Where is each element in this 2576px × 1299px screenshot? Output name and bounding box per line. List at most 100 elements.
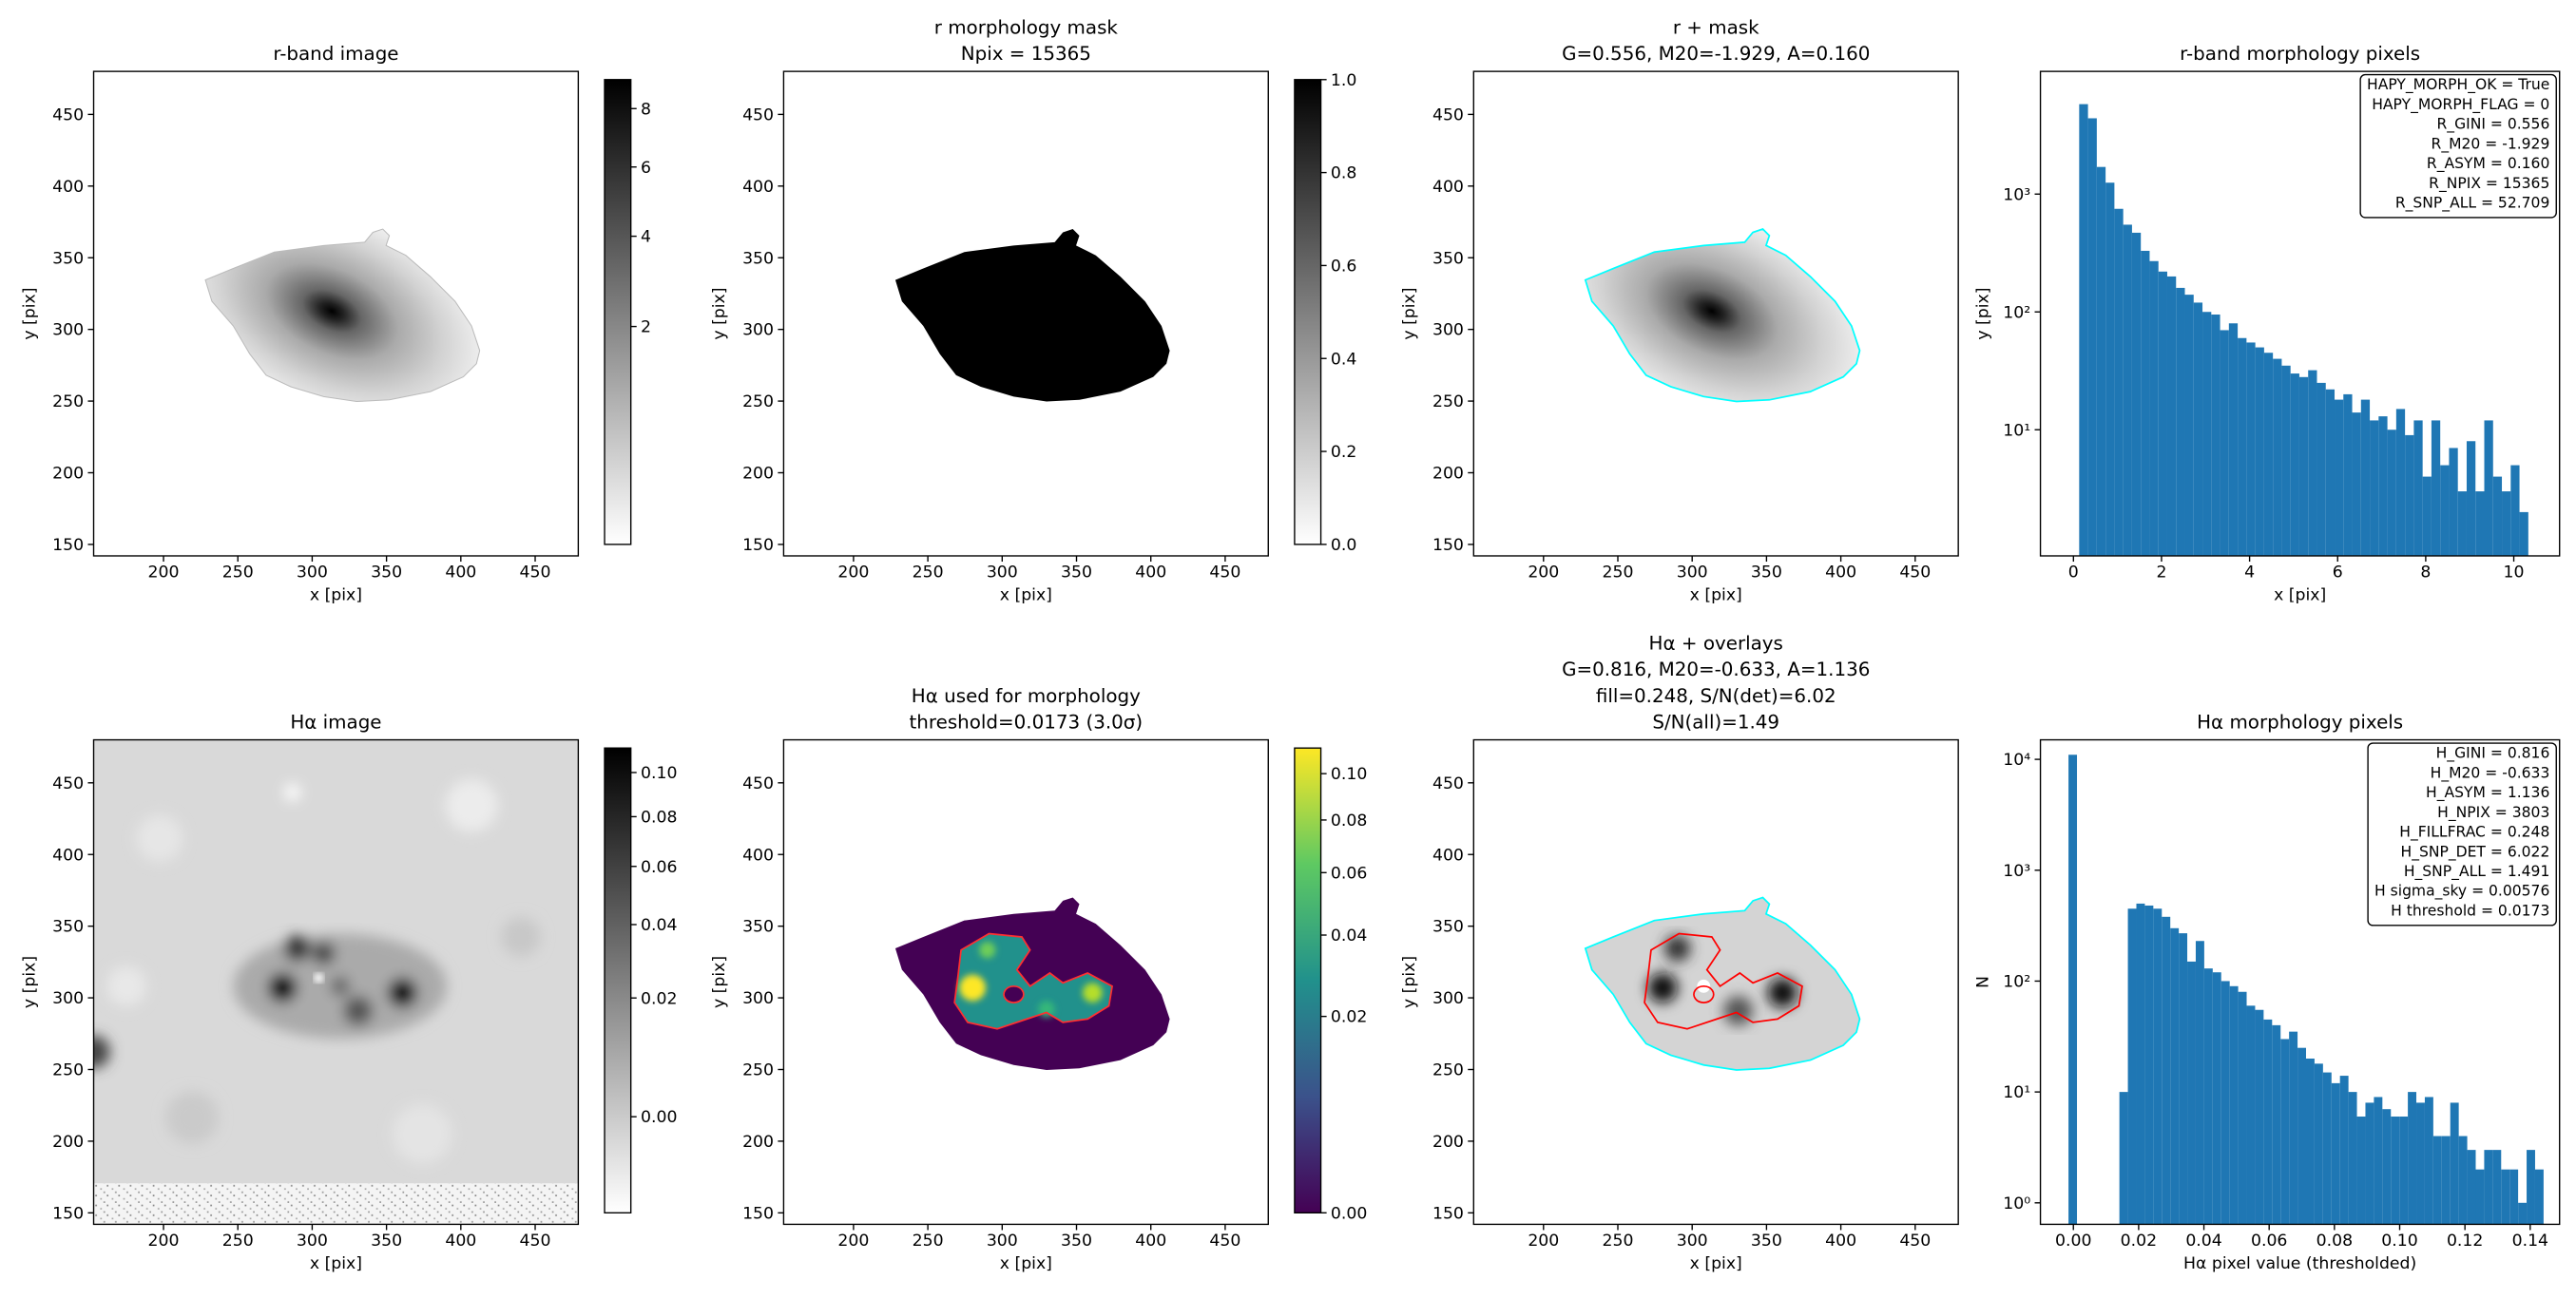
y-tick-label: 350 <box>742 918 774 937</box>
y-tick-label: 150 <box>52 1204 84 1223</box>
histogram-bar <box>2195 941 2204 1225</box>
y-tick-label: 10³ <box>2003 185 2030 204</box>
chart-title: Hα + overlays <box>1649 633 1783 655</box>
colorbar-tick-label: 0.00 <box>1331 1204 1367 1223</box>
colorbar-tick-label: 0.8 <box>1331 164 1356 183</box>
histogram-bar <box>2352 412 2361 556</box>
x-tick-label: 0 <box>2068 563 2079 582</box>
histogram-bar <box>2322 1072 2332 1225</box>
annotation-text: H_GINI = 0.816 <box>2436 745 2550 763</box>
x-tick-label: 400 <box>1135 1232 1166 1251</box>
histogram-bar <box>2405 434 2414 556</box>
y-tick-label: 300 <box>52 321 84 340</box>
chart-title: Hα used for morphology <box>912 685 1141 707</box>
histogram-bar <box>2382 1109 2392 1225</box>
chart-title: fill=0.248, S/N(det)=6.02 <box>1596 685 1836 707</box>
x-tick-label: 0.08 <box>2316 1232 2353 1251</box>
annotation-text: HAPY_MORPH_OK = True <box>2367 76 2549 94</box>
histogram-bar <box>2255 347 2264 556</box>
colorbar-tick-label: 0.02 <box>641 989 677 1008</box>
x-tick-label: 300 <box>1677 563 1708 582</box>
x-tick-label: 250 <box>913 563 944 582</box>
x-tick-label: 8 <box>2420 563 2431 582</box>
histogram-bar <box>2527 1150 2535 1225</box>
image-content <box>93 739 579 1225</box>
y-tick-label: 350 <box>1432 918 1464 937</box>
histogram-bar <box>2136 903 2145 1225</box>
colorbar-tick-label: 0.10 <box>1331 765 1367 784</box>
colorbar <box>1294 747 1322 1214</box>
annotation-text: H_M20 = -0.633 <box>2431 764 2550 782</box>
axes-frame <box>92 738 580 1226</box>
colorbar <box>1294 79 1322 545</box>
y-tick-label: 200 <box>742 1133 774 1152</box>
annotation-text: H threshold = 0.0173 <box>2391 902 2549 919</box>
chart-title: Hα morphology pixels <box>2197 711 2403 733</box>
histogram-bar <box>2202 312 2212 556</box>
y-tick-label: 250 <box>742 1061 774 1080</box>
y-tick-label: 300 <box>742 989 774 1008</box>
y-axis-label: N <box>1973 976 1992 988</box>
x-tick-label: 450 <box>520 563 551 582</box>
y-tick-label: 200 <box>52 465 84 484</box>
histogram-bar <box>2263 353 2274 556</box>
histogram-bar <box>2246 342 2256 556</box>
histogram-bar <box>2475 491 2485 556</box>
histogram-bar <box>2105 182 2115 556</box>
x-tick-label: 200 <box>837 1232 869 1251</box>
x-tick-label: 350 <box>1751 563 1782 582</box>
y-tick-label: 350 <box>52 918 84 937</box>
histogram-bar <box>2466 441 2476 556</box>
image-content <box>1473 739 1959 1225</box>
histogram-bar <box>2343 393 2353 556</box>
colorbar-tick-label: 1.0 <box>1331 71 1356 90</box>
x-tick-label: 250 <box>222 1232 254 1251</box>
histogram-bar <box>2441 1136 2451 1225</box>
x-tick-label: 400 <box>445 1232 476 1251</box>
x-axis-label: x [pix] <box>2274 586 2326 605</box>
x-tick-label: 450 <box>520 1232 551 1251</box>
y-tick-label: 150 <box>742 1204 774 1223</box>
x-tick-label: 250 <box>1603 1232 1634 1251</box>
histogram-bar <box>2290 373 2299 556</box>
x-tick-label: 4 <box>2244 563 2255 582</box>
colorbar-tick-label: 0.04 <box>1331 926 1367 946</box>
histogram-bar <box>2220 981 2230 1225</box>
axes-frame <box>1472 70 1959 557</box>
annotation-text: R_SNP_ALL = 52.709 <box>2395 195 2550 213</box>
x-tick-label: 200 <box>148 563 180 582</box>
y-tick-label: 450 <box>1432 105 1464 124</box>
histogram-bar <box>2131 232 2142 556</box>
histogram-bar <box>2387 430 2396 556</box>
x-tick-label: 0.04 <box>2185 1232 2221 1251</box>
x-tick-label: 0.06 <box>2251 1232 2287 1251</box>
histogram-bar <box>2365 1102 2374 1225</box>
colorbar-tick-label: 0.08 <box>1331 812 1367 831</box>
colorbar-tick-label: 0.06 <box>1331 864 1367 883</box>
emission-peaks <box>959 942 1103 1018</box>
x-tick-label: 350 <box>1751 1232 1782 1251</box>
noise-band <box>93 1183 579 1225</box>
histogram-bar <box>2501 1169 2510 1225</box>
chart-title: G=0.816, M20=-0.633, A=1.136 <box>1562 659 1870 680</box>
x-tick-label: 350 <box>1061 1232 1092 1251</box>
histogram-bar <box>2176 287 2185 556</box>
histogram-bar <box>2316 382 2326 556</box>
x-axis-label: Hα pixel value (thresholded) <box>2183 1254 2416 1273</box>
y-tick-label: 250 <box>742 392 774 411</box>
histogram-bar <box>2158 271 2167 556</box>
image-content <box>783 71 1269 556</box>
histogram-bar <box>2238 337 2247 556</box>
annotation-text: R_NPIX = 15365 <box>2429 175 2549 193</box>
histogram-bar <box>2502 491 2511 556</box>
histogram-bar <box>2374 1097 2383 1225</box>
x-tick-label: 200 <box>148 1232 180 1251</box>
chart-title: threshold=0.0173 (3.0σ) <box>910 711 1144 733</box>
histogram-bar <box>2193 302 2203 556</box>
x-axis-label: x [pix] <box>1690 1254 1742 1273</box>
x-tick-label: 250 <box>1603 563 1634 582</box>
axes-frame <box>782 70 1269 557</box>
histogram-bar <box>2457 491 2467 556</box>
y-tick-label: 450 <box>742 105 774 124</box>
y-tick-label: 200 <box>52 1133 84 1152</box>
